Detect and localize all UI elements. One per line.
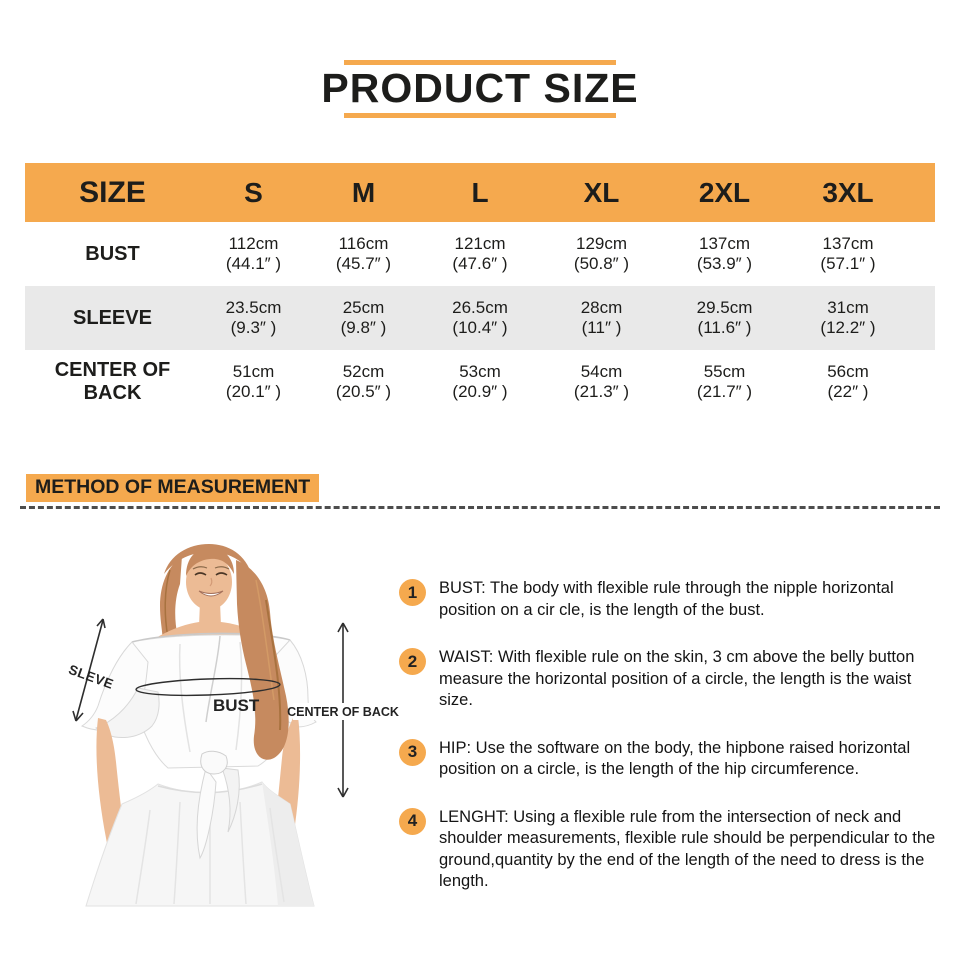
method-item-length: 4 LENGHT: Using a flexible rule from the… bbox=[399, 807, 941, 893]
model-measurement-diagram: SLEVE BUST CENTER OF BACK bbox=[60, 540, 400, 960]
center-of-back-annotation-label: CENTER OF BACK bbox=[287, 705, 399, 719]
model-tie-knot bbox=[196, 750, 240, 860]
header-l: L bbox=[471, 176, 489, 208]
cell-inch: (21.7″ ) bbox=[696, 382, 753, 401]
cell-cm: 23.5cm bbox=[225, 298, 282, 317]
title-block: PRODUCT SIZE bbox=[0, 60, 960, 118]
cell-inch: (50.8″ ) bbox=[573, 254, 630, 273]
cell-cm: 26.5cm bbox=[452, 298, 508, 317]
cell-inch: (53.9″ ) bbox=[696, 254, 753, 273]
row-label-sleeve: SLEEVE bbox=[73, 306, 152, 329]
cell-inch: (57.1″ ) bbox=[820, 254, 876, 273]
cell-inch: (9.3″ ) bbox=[230, 318, 277, 337]
row-label-center-of-back: CENTER OF BACK bbox=[54, 359, 171, 404]
cob-cell-s: 51cm (20.1″ ) bbox=[200, 362, 307, 402]
bust-cell-m: 116cm (45.7″ ) bbox=[307, 234, 420, 274]
cell-inch: (11″ ) bbox=[581, 318, 622, 337]
header-size: SIZE bbox=[79, 175, 146, 209]
table-row-center-of-back: CENTER OF BACK 51cm (20.1″ ) 52cm (20.5″… bbox=[25, 350, 935, 414]
cell-inch: (21.3″ ) bbox=[573, 382, 630, 401]
number-badge-1: 1 bbox=[399, 579, 426, 606]
cell-inch: (12.2″ ) bbox=[820, 318, 876, 337]
cell-cm: 112cm bbox=[228, 234, 279, 253]
number-badge-2: 2 bbox=[399, 648, 426, 675]
title-bottom-bar bbox=[344, 112, 616, 118]
cell-inch: (11.6″ ) bbox=[697, 318, 752, 337]
row-label-bust: BUST bbox=[85, 242, 140, 265]
cell-inch: (20.1″ ) bbox=[225, 382, 282, 401]
method-item-text: BUST: The body with flexible rule throug… bbox=[439, 579, 894, 619]
cell-inch: (20.9″ ) bbox=[452, 382, 508, 401]
sleeve-cell-xl: 28cm (11″ ) bbox=[540, 298, 663, 338]
model-face bbox=[186, 547, 234, 610]
cell-cm: 51cm bbox=[232, 362, 275, 381]
cob-cell-xl: 54cm (21.3″ ) bbox=[540, 362, 663, 402]
method-item-bust: 1 BUST: The body with flexible rule thro… bbox=[399, 578, 941, 621]
cell-cm: 129cm bbox=[575, 234, 628, 253]
page-title: PRODUCT SIZE bbox=[321, 65, 639, 111]
model-photo: SLEVE BUST CENTER OF BACK bbox=[67, 544, 399, 907]
sleeve-cell-m: 25cm (9.8″ ) bbox=[307, 298, 420, 338]
method-item-text: WAIST: With flexible rule on the skin, 3… bbox=[439, 648, 915, 709]
cell-cm: 137cm bbox=[698, 234, 751, 253]
number-badge-4: 4 bbox=[399, 807, 426, 835]
header-m: M bbox=[351, 176, 376, 208]
cob-cell-l: 53cm (20.9″ ) bbox=[420, 362, 540, 402]
cell-cm: 52cm bbox=[342, 362, 385, 381]
sleeve-cell-l: 26.5cm (10.4″ ) bbox=[420, 298, 540, 338]
header-s: S bbox=[244, 176, 263, 208]
cob-cell-2xl: 55cm (21.7″ ) bbox=[663, 362, 786, 402]
size-table: SIZE S M L XL 2XL 3XL BUST 112cm (44.1″ … bbox=[25, 163, 935, 414]
cell-cm: 31cm bbox=[827, 298, 869, 317]
bust-cell-l: 121cm (47.6″ ) bbox=[420, 234, 540, 274]
bust-cell-3xl: 137cm (57.1″ ) bbox=[786, 234, 910, 274]
cob-cell-m: 52cm (20.5″ ) bbox=[307, 362, 420, 402]
bust-cell-2xl: 137cm (53.9″ ) bbox=[663, 234, 786, 274]
measurement-instructions: 1 BUST: The body with flexible rule thro… bbox=[399, 578, 941, 919]
method-of-measurement-heading: METHOD OF MEASUREMENT bbox=[26, 474, 320, 502]
sleeve-cell-3xl: 31cm (12.2″ ) bbox=[786, 298, 910, 338]
cell-inch: (20.5″ ) bbox=[335, 382, 392, 401]
bust-cell-xl: 129cm (50.8″ ) bbox=[540, 234, 663, 274]
method-item-waist: 2 WAIST: With flexible rule on the skin,… bbox=[399, 647, 941, 712]
header-2xl: 2XL bbox=[698, 176, 751, 208]
cell-cm: 25cm bbox=[342, 298, 385, 317]
table-row-bust: BUST 112cm (44.1″ ) 116cm (45.7″ ) 121cm… bbox=[25, 222, 935, 286]
sleeve-arrow bbox=[72, 618, 106, 722]
cell-inch: (10.4″ ) bbox=[452, 318, 508, 337]
sleeve-cell-2xl: 29.5cm (11.6″ ) bbox=[663, 298, 786, 338]
table-header-row: SIZE S M L XL 2XL 3XL bbox=[25, 163, 935, 222]
method-item-hip: 3 HIP: Use the software on the body, the… bbox=[399, 738, 941, 781]
header-xl: XL bbox=[583, 176, 620, 208]
cell-cm: 29.5cm bbox=[696, 298, 753, 317]
cell-cm: 56cm bbox=[827, 362, 869, 381]
cell-inch: (45.7″ ) bbox=[335, 254, 392, 273]
title-top-bar bbox=[344, 60, 616, 65]
sleeve-cell-s: 23.5cm (9.3″ ) bbox=[200, 298, 307, 338]
model-hair-front bbox=[236, 560, 289, 760]
cell-cm: 53cm bbox=[459, 362, 501, 381]
cell-inch: (44.1″ ) bbox=[225, 254, 282, 273]
bust-annotation-label: BUST bbox=[213, 696, 260, 715]
method-item-text: LENGHT: Using a flexible rule from the i… bbox=[439, 807, 936, 891]
cell-inch: (9.8″ ) bbox=[340, 318, 387, 337]
model-hair-back bbox=[160, 544, 252, 647]
number-badge-3: 3 bbox=[399, 738, 426, 766]
cell-inch: (47.6″ ) bbox=[452, 254, 508, 273]
cell-inch: (22″ ) bbox=[827, 382, 869, 401]
cell-cm: 137cm bbox=[822, 234, 874, 253]
table-row-sleeve: SLEEVE 23.5cm (9.3″ ) 25cm (9.8″ ) 26.5c… bbox=[25, 286, 935, 350]
dashed-separator bbox=[20, 506, 940, 509]
bust-cell-s: 112cm (44.1″ ) bbox=[200, 234, 307, 274]
cell-cm: 121cm bbox=[454, 234, 506, 253]
cell-cm: 55cm bbox=[703, 362, 746, 381]
cell-cm: 116cm bbox=[338, 234, 389, 253]
bust-line bbox=[135, 677, 281, 697]
cob-cell-3xl: 56cm (22″ ) bbox=[786, 362, 910, 402]
cell-cm: 54cm bbox=[580, 362, 623, 381]
cell-cm: 28cm bbox=[580, 298, 623, 317]
header-3xl: 3XL bbox=[822, 176, 874, 208]
method-item-text: HIP: Use the software on the body, the h… bbox=[439, 738, 911, 779]
